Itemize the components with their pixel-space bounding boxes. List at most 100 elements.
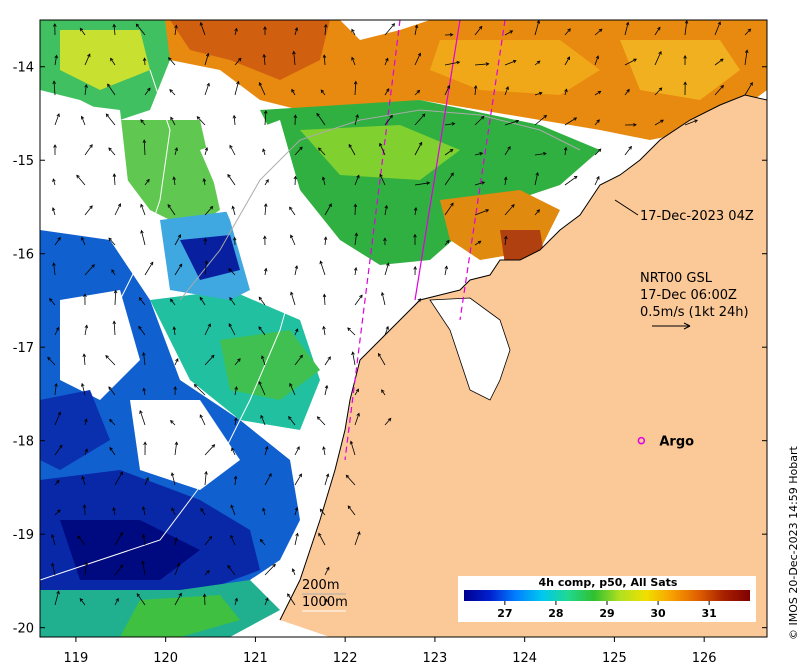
- current-vector: [143, 352, 146, 366]
- current-vector-head: [353, 266, 358, 271]
- current-vector: [444, 123, 455, 126]
- current-vector-head: [84, 448, 88, 453]
- current-vector-head: [109, 446, 113, 451]
- current-vector: [107, 83, 116, 96]
- current-vector: [414, 113, 426, 126]
- current-vector: [84, 325, 88, 336]
- current-vector-head: [145, 477, 149, 481]
- current-vector: [170, 117, 176, 126]
- current-vector-head: [140, 229, 144, 234]
- current-vector-head: [167, 204, 171, 208]
- current-vector: [354, 233, 357, 246]
- current-vector: [204, 147, 208, 156]
- current-vector: [684, 119, 698, 126]
- current-vector-head: [296, 446, 300, 450]
- current-vector-head: [384, 204, 388, 209]
- current-vector-head: [323, 236, 328, 241]
- current-vector: [171, 472, 176, 486]
- current-vector: [654, 27, 661, 36]
- current-vector: [414, 298, 421, 306]
- current-vector: [324, 599, 327, 606]
- current-vector: [504, 236, 507, 246]
- current-vector-head: [169, 298, 174, 303]
- current-vector-head: [477, 240, 482, 245]
- timestamp-pointer: [614, 199, 639, 216]
- current-vector-head: [237, 358, 241, 362]
- current-vector-head: [504, 235, 508, 240]
- current-vector-head: [81, 475, 85, 480]
- current-vector: [594, 55, 599, 66]
- current-vectors: [47, 20, 753, 606]
- current-vector-head: [324, 598, 328, 603]
- current-vector-head: [322, 325, 326, 330]
- map-layers: [40, 20, 767, 637]
- current-vector: [228, 323, 236, 336]
- colorbar-tick-label: 28: [548, 607, 563, 620]
- current-vector-head: [142, 533, 146, 538]
- current-vector-head: [353, 80, 358, 85]
- sst-field: [40, 20, 767, 637]
- current-vector: [288, 416, 296, 426]
- current-vector-head: [234, 27, 238, 32]
- current-vector: [84, 562, 87, 576]
- current-vector-head: [348, 143, 353, 148]
- current-vector-head: [359, 294, 363, 299]
- current-vector: [317, 416, 326, 426]
- current-vector: [289, 206, 296, 216]
- current-vector: [228, 268, 236, 276]
- current-vector-head: [379, 173, 383, 178]
- current-vector: [352, 352, 356, 366]
- current-vector-head: [417, 298, 422, 302]
- current-vector-head: [263, 235, 267, 240]
- current-scale: 0.5m/s (1kt 24h): [640, 305, 749, 320]
- current-vector: [204, 355, 215, 366]
- current-vector: [324, 356, 331, 366]
- current-vector: [294, 176, 296, 186]
- current-vector-head: [505, 86, 509, 90]
- current-vector-head: [147, 87, 151, 92]
- current-vector: [379, 174, 386, 186]
- current-vector-head: [138, 325, 142, 330]
- current-vector-head: [289, 206, 293, 211]
- current-vector: [258, 381, 266, 396]
- current-vector-head: [290, 291, 294, 296]
- current-vector: [384, 115, 393, 126]
- current-vector-head: [512, 59, 517, 64]
- current-vector: [294, 328, 298, 336]
- current-vector-head: [206, 570, 210, 574]
- current-vector: [114, 203, 121, 216]
- current-vector-head: [178, 592, 182, 597]
- current-vector: [54, 237, 61, 246]
- current-vector: [196, 116, 206, 126]
- current-vector-head: [389, 114, 393, 119]
- current-vector-head: [287, 593, 291, 597]
- current-vector-head: [417, 52, 421, 57]
- current-vector: [354, 81, 357, 96]
- current-vector: [171, 507, 176, 516]
- current-vector: [227, 174, 236, 186]
- current-vector-head: [324, 384, 329, 389]
- current-vector-head: [110, 57, 114, 62]
- current-vector: [108, 386, 116, 396]
- current-vector-head: [628, 145, 632, 150]
- current-vector-head: [596, 119, 600, 123]
- current-vector-head: [293, 114, 298, 119]
- x-axis: 119 120 121 122 123 124 125 126: [63, 637, 717, 666]
- y-tick-label: -14: [13, 61, 34, 76]
- current-vector: [414, 53, 421, 66]
- current-vector-head: [139, 410, 143, 414]
- current-vector: [144, 58, 146, 66]
- plot-frame: [39, 19, 768, 638]
- current-vector: [474, 63, 489, 66]
- colorbar-ticks: 27 28 29 30 31: [497, 601, 717, 620]
- current-vector: [84, 419, 87, 426]
- current-vector: [294, 265, 298, 276]
- current-vector-head: [413, 233, 417, 238]
- current-vector: [292, 568, 296, 576]
- x-tick-label: 126: [692, 651, 717, 666]
- current-vector-head: [295, 532, 299, 537]
- current-vector: [109, 447, 116, 456]
- y-tick-label: -15: [13, 154, 34, 169]
- current-vector-head: [263, 267, 268, 272]
- current-vector: [54, 327, 59, 336]
